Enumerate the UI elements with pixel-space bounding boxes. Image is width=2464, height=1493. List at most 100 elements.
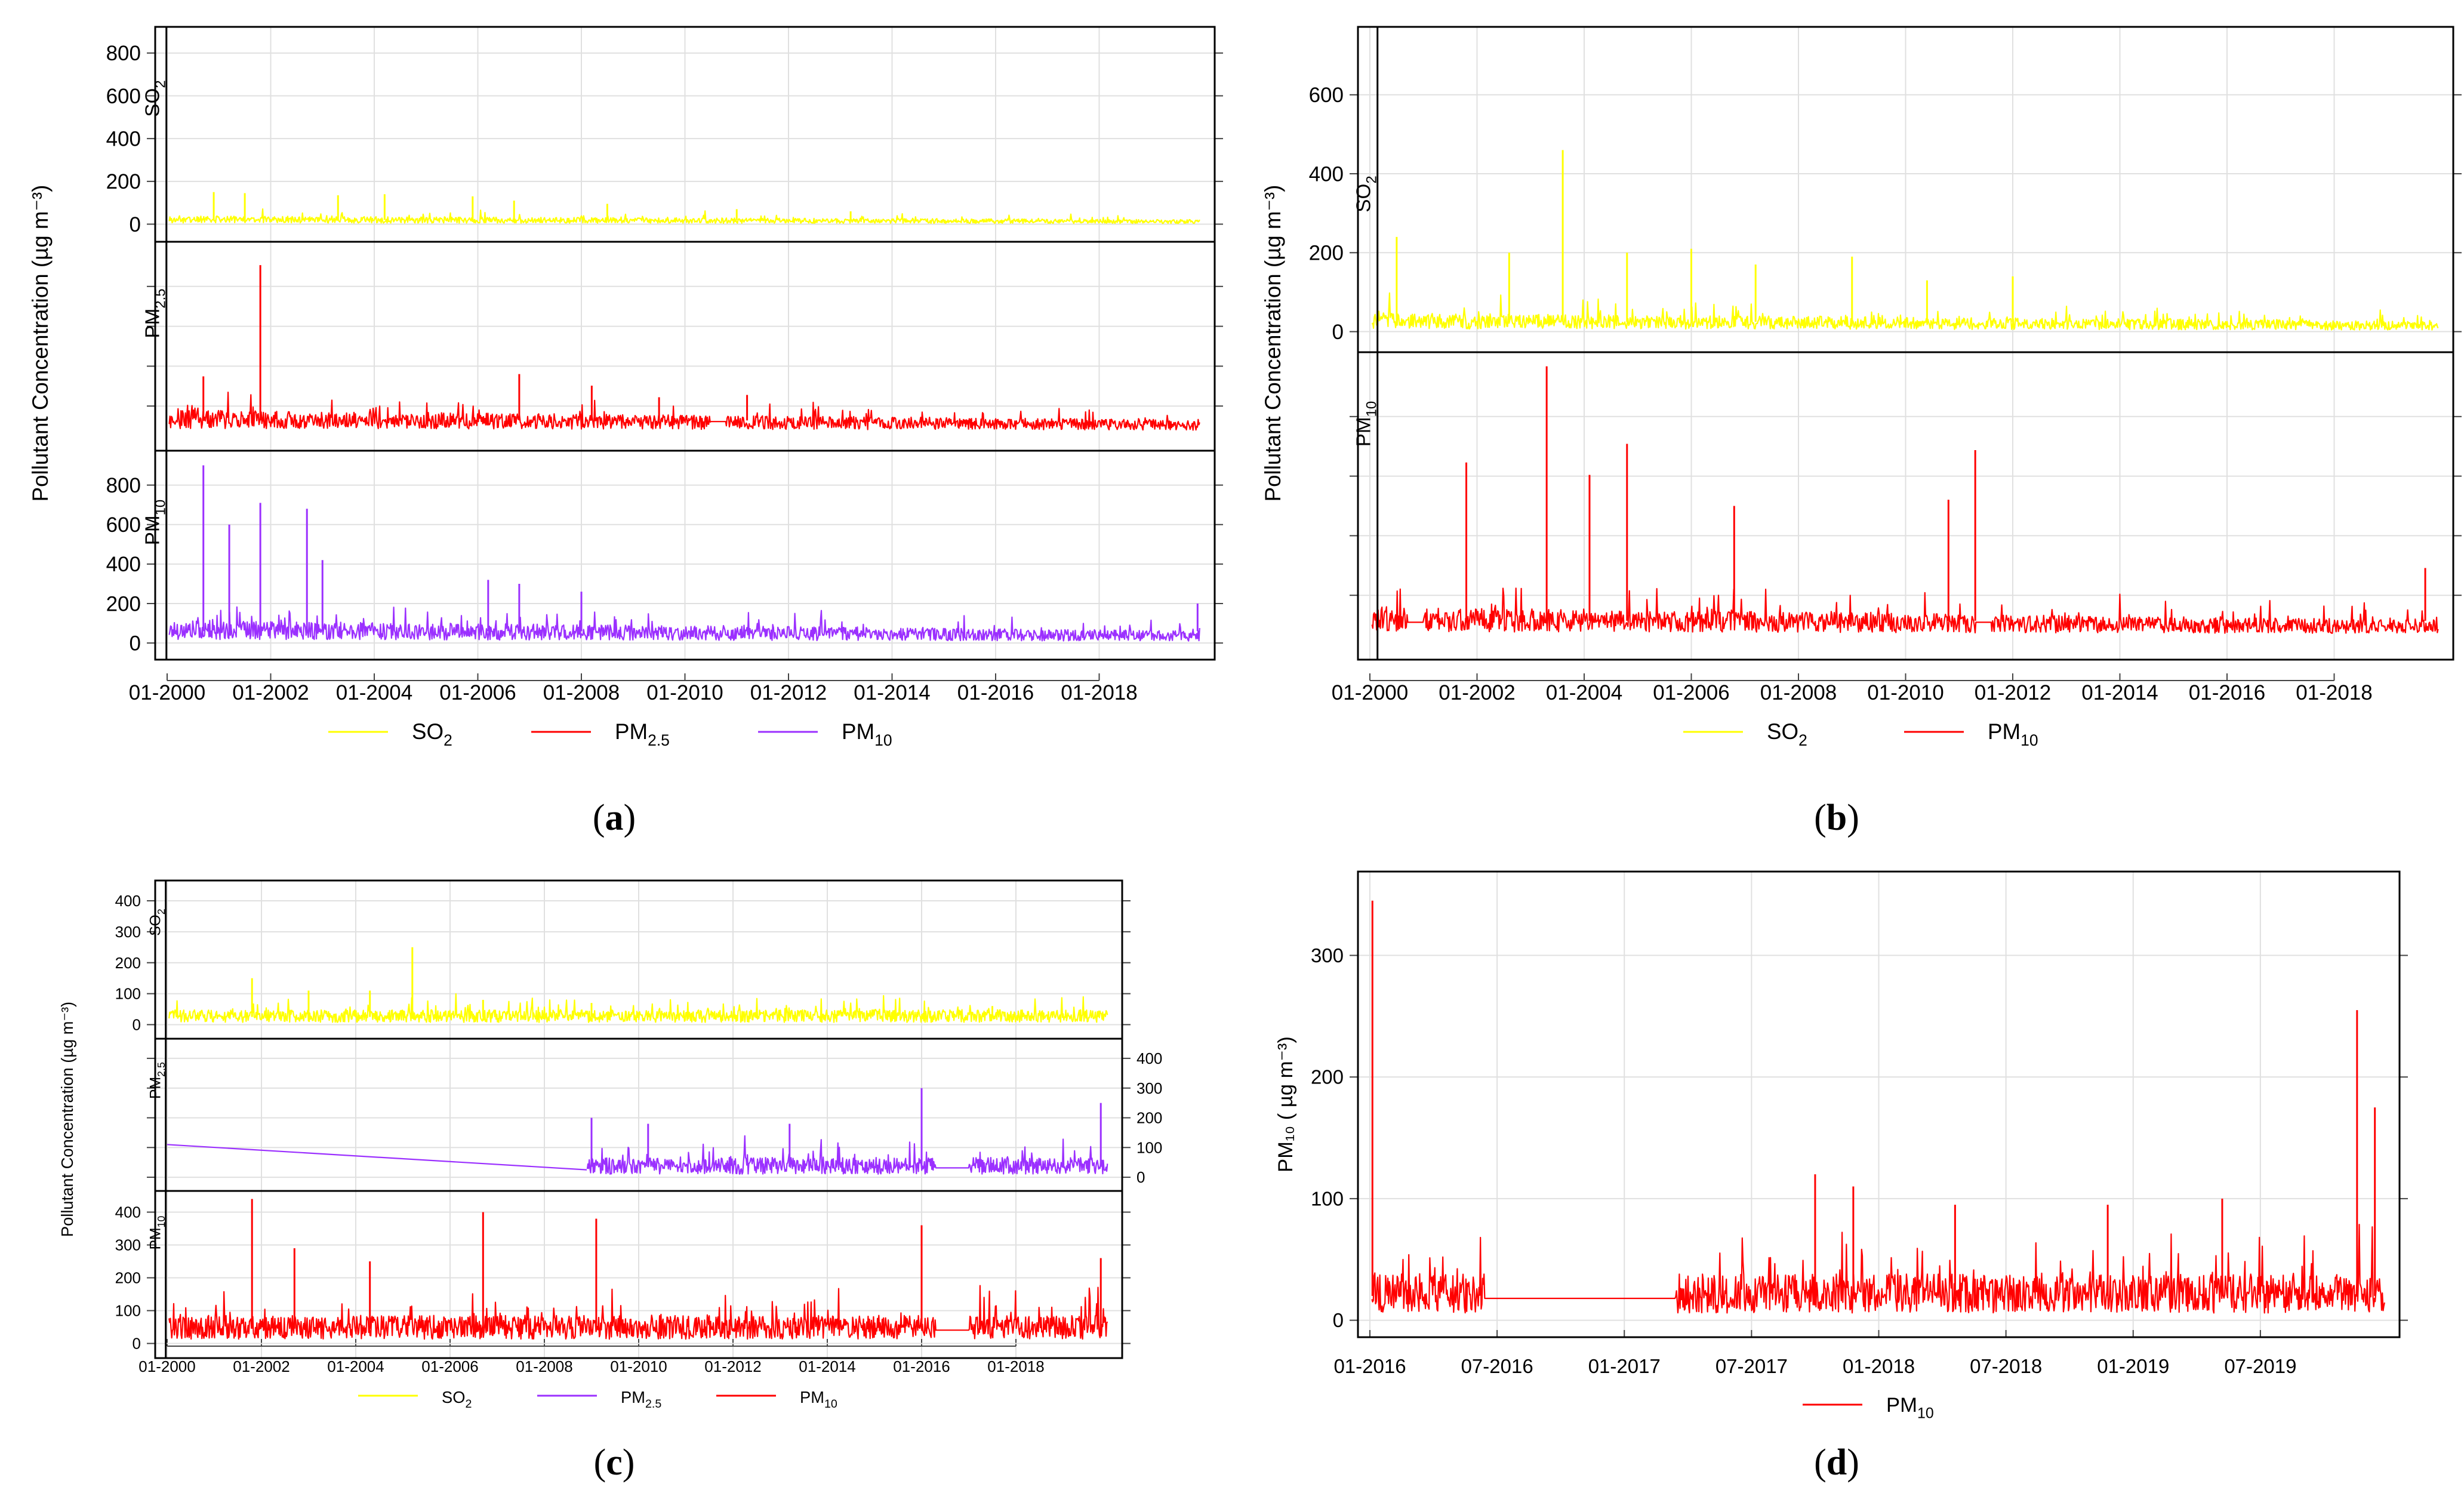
y-tick-label: 0 [133, 1016, 141, 1034]
legend-item: PM10 [1904, 719, 2038, 749]
strip-label: SO2 [142, 80, 169, 116]
x-tick-label: 01-2014 [2081, 681, 2158, 704]
series-line [168, 993, 1108, 1023]
x-tick-label: 01-2002 [233, 1357, 289, 1375]
series-line [167, 1135, 1108, 1175]
legend-item: PM2.5 [531, 719, 670, 749]
legend-item: PM10 [758, 719, 892, 749]
legend-label: PM10 [1886, 1394, 1934, 1421]
legend-item: PM2.5 [537, 1388, 661, 1411]
strip-label: PM2.5 [148, 1062, 167, 1099]
legend-item: PM10 [1803, 1394, 1934, 1421]
y-tick-label: 0 [1332, 321, 1344, 344]
x-tick-label: 01-2019 [2097, 1355, 2169, 1377]
legend-item: PM10 [716, 1388, 837, 1411]
x-tick-label: 01-2018 [1061, 681, 1137, 704]
legend-label: SO2 [1767, 719, 1807, 749]
y-tick-label: 400 [115, 1203, 141, 1221]
strip-label: PM10 [1353, 401, 1380, 447]
y-tick-label: 400 [106, 127, 141, 150]
x-tick-label: 01-2000 [129, 681, 205, 704]
x-tick-label: 01-2012 [704, 1357, 761, 1375]
y-tick-label: 200 [106, 170, 141, 193]
series-line [1371, 1224, 2385, 1314]
panel-a: 01-2000 01-2002 01-2004 01-2006 01-2008 01-20… [28, 26, 1223, 838]
strip-label: PM10 [142, 500, 169, 546]
x-tick-label: 01-2008 [1760, 681, 1837, 704]
legend-label: PM2.5 [615, 719, 670, 749]
x-tick-label: 01-2010 [1867, 681, 1944, 704]
y-tick-label: 600 [106, 85, 141, 108]
x-tick-label: 01-2002 [232, 681, 309, 704]
series-line [1371, 587, 2439, 634]
panel-c: 01-2000 01-2002 01-2004 01-2006 01-2008 01-20… [58, 879, 1162, 1483]
y-tick-label: 0 [130, 213, 141, 236]
x-tick-label: 01-2016 [893, 1357, 950, 1375]
subplot-so2: 0 200 400 600 SO2 [1309, 84, 2462, 344]
y-tick-label: 600 [1309, 84, 1344, 107]
panel-frame [154, 26, 1216, 661]
x-tick-label: 01-2008 [516, 1357, 572, 1375]
subplot-pm10: 0 100 200 300 [1311, 900, 2408, 1331]
x-tick-label: 07-2019 [2224, 1355, 2296, 1377]
y-tick-label: 200 [106, 592, 141, 615]
x-tick-label: 01-2006 [439, 681, 516, 704]
panel-letter: (a) [593, 798, 636, 838]
y-tick-label: 200 [1136, 1109, 1162, 1127]
x-tick-label: 01-2000 [1332, 681, 1408, 704]
panel-frame [1357, 870, 2401, 1338]
y-tick-label: 200 [115, 1269, 141, 1287]
series-line [168, 208, 1200, 224]
y-tick-label: 200 [1311, 1066, 1344, 1088]
x-tick-label: 01-2012 [1975, 681, 2051, 704]
series-line [168, 392, 1200, 431]
x-tick-label: 07-2017 [1715, 1355, 1788, 1377]
x-tick-label: 01-2016 [957, 681, 1034, 704]
x-tick-label: 01-2018 [987, 1357, 1044, 1375]
x-tick-label: 07-2016 [1461, 1355, 1533, 1377]
subplot-pm10: PM10 [1350, 351, 2462, 634]
y-axis-label: PM₁₀ ( µg m⁻³) [1274, 1036, 1297, 1172]
subplot-pm25: 0 100 200 300 400 PM2.5 [147, 1038, 1162, 1186]
y-tick-label: 0 [1136, 1168, 1145, 1186]
x-tick-label: 01-2004 [327, 1357, 384, 1375]
x-tick-label: 01-2017 [1588, 1355, 1661, 1377]
y-tick-label: 0 [130, 632, 141, 655]
legend-item: SO2 [328, 719, 452, 749]
x-tick-label: 01-2008 [543, 681, 620, 704]
series-line [168, 1285, 1108, 1340]
y-tick-label: 200 [115, 954, 141, 972]
strip-label: SO2 [1353, 176, 1380, 212]
series-line [168, 606, 1200, 642]
y-tick-label: 600 [106, 513, 141, 537]
x-tick-label: 01-2006 [1653, 681, 1729, 704]
x-tick-label: 07-2018 [1970, 1355, 2042, 1377]
legend-label: PM2.5 [621, 1388, 661, 1411]
y-tick-label: 300 [115, 1236, 141, 1254]
x-tick-label: 01-2000 [138, 1357, 195, 1375]
panel-frame [154, 879, 1123, 1359]
legend-item: SO2 [358, 1388, 472, 1411]
panel-b: 01-2000 01-2002 01-2004 01-2006 01-2008 01-20… [1261, 26, 2462, 838]
x-tick-label: 01-2010 [610, 1357, 667, 1375]
panel-d: 01-2016 07-2016 01-2017 07-2017 01-2018 07-20… [1274, 870, 2408, 1483]
y-tick-label: 100 [115, 985, 141, 1003]
x-tick-label: 01-2006 [421, 1357, 478, 1375]
x-tick-label: 01-2016 [2189, 681, 2265, 704]
panel-letter: (c) [594, 1442, 635, 1483]
y-tick-label: 100 [115, 1302, 141, 1320]
legend-label: PM10 [1988, 719, 2038, 749]
y-axis-label: Pollutant Concentration (µg m⁻³) [58, 1002, 76, 1237]
y-axis-label: Pollutant Concentration (µg m⁻³) [28, 185, 53, 502]
x-tick-label: 01-2014 [799, 1357, 855, 1375]
x-tick-label: 01-2004 [336, 681, 412, 704]
x-tick-label: 01-2014 [854, 681, 930, 704]
y-tick-label: 300 [1311, 944, 1344, 966]
x-tick-label: 01-2010 [646, 681, 723, 704]
y-tick-label: 800 [106, 42, 141, 65]
panel-frame [1357, 26, 2454, 661]
